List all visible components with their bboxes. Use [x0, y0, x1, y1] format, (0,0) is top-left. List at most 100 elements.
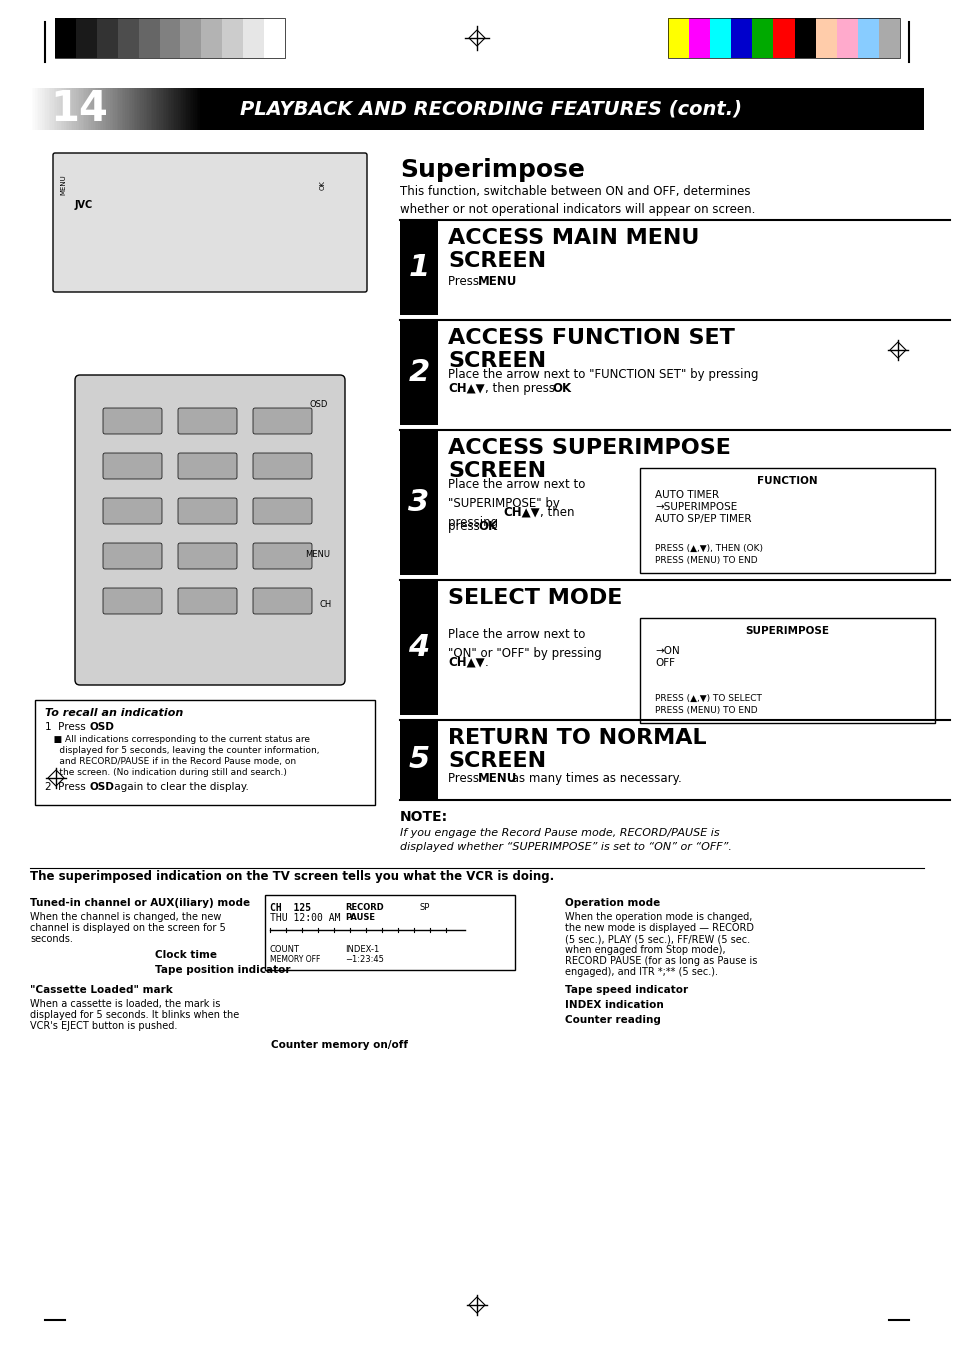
Bar: [112, 88, 113, 129]
Bar: [667, 18, 688, 58]
FancyBboxPatch shape: [178, 543, 236, 569]
Polygon shape: [469, 1297, 484, 1313]
Bar: [57, 88, 59, 129]
Bar: [108, 88, 111, 129]
Bar: [161, 88, 163, 129]
Text: PRESS (MENU) TO END: PRESS (MENU) TO END: [655, 706, 757, 714]
Bar: [64, 88, 66, 129]
Bar: [116, 88, 119, 129]
Bar: [94, 88, 96, 129]
Text: OK: OK: [319, 181, 326, 190]
Text: OSD: OSD: [310, 400, 328, 408]
Bar: [86, 88, 89, 129]
Text: ACCESS MAIN MENU
SCREEN: ACCESS MAIN MENU SCREEN: [448, 228, 699, 271]
Bar: [72, 88, 74, 129]
Bar: [142, 88, 144, 129]
Text: .: .: [494, 520, 497, 532]
Text: Counter reading: Counter reading: [564, 1015, 660, 1024]
FancyBboxPatch shape: [53, 154, 367, 293]
Bar: [110, 88, 112, 129]
Text: PAUSE: PAUSE: [345, 913, 375, 922]
Bar: [117, 18, 138, 58]
FancyBboxPatch shape: [253, 497, 312, 524]
Text: OK: OK: [552, 381, 571, 395]
Bar: [166, 88, 168, 129]
Text: →ON: →ON: [655, 646, 679, 656]
Bar: [35, 88, 37, 129]
Bar: [62, 88, 65, 129]
Text: ■ All indications corresponding to the current status are: ■ All indications corresponding to the c…: [45, 735, 310, 744]
Text: (5 sec.), PLAY (5 sec.), FF/REW (5 sec.: (5 sec.), PLAY (5 sec.), FF/REW (5 sec.: [564, 934, 749, 944]
Bar: [103, 88, 105, 129]
Bar: [91, 88, 93, 129]
Text: Tuned-in channel or AUX(iliary) mode: Tuned-in channel or AUX(iliary) mode: [30, 898, 250, 909]
Bar: [198, 88, 200, 129]
Bar: [35, 700, 375, 805]
Bar: [149, 88, 151, 129]
Text: press: press: [448, 520, 483, 532]
Bar: [144, 88, 146, 129]
Bar: [193, 88, 195, 129]
Text: displayed for 5 seconds, leaving the counter information,: displayed for 5 seconds, leaving the cou…: [45, 745, 319, 755]
Text: INDEX indication: INDEX indication: [564, 1000, 663, 1010]
Bar: [170, 88, 172, 129]
Text: displayed for 5 seconds. It blinks when the: displayed for 5 seconds. It blinks when …: [30, 1010, 239, 1020]
Bar: [131, 88, 132, 129]
Text: →SUPERIMPOSE: →SUPERIMPOSE: [655, 501, 737, 512]
Bar: [190, 88, 192, 129]
Text: ACCESS FUNCTION SET
SCREEN: ACCESS FUNCTION SET SCREEN: [448, 328, 734, 371]
Bar: [137, 88, 139, 129]
Text: −1:23:45: −1:23:45: [345, 954, 383, 964]
Text: CH▲▼: CH▲▼: [502, 506, 539, 519]
Bar: [639, 617, 934, 723]
Bar: [115, 88, 117, 129]
Text: FUNCTION: FUNCTION: [757, 476, 817, 487]
Text: CH▲▼: CH▲▼: [448, 381, 484, 395]
FancyBboxPatch shape: [75, 375, 345, 685]
Bar: [179, 88, 182, 129]
Text: When the operation mode is changed,: When the operation mode is changed,: [564, 913, 752, 922]
Bar: [71, 88, 73, 129]
Bar: [83, 88, 85, 129]
FancyBboxPatch shape: [103, 453, 162, 479]
Bar: [76, 18, 96, 58]
Bar: [192, 88, 193, 129]
Text: AUTO SP/EP TIMER: AUTO SP/EP TIMER: [655, 514, 751, 524]
Bar: [107, 88, 109, 129]
Text: If you engage the Record Pause mode, RECORD/PAUSE is
displayed whether “SUPERIMP: If you engage the Record Pause mode, REC…: [399, 828, 731, 852]
Bar: [59, 88, 61, 129]
FancyBboxPatch shape: [253, 588, 312, 613]
Bar: [200, 88, 923, 129]
Text: Tape position indicator: Tape position indicator: [154, 965, 291, 975]
Bar: [125, 88, 128, 129]
Bar: [47, 88, 50, 129]
Text: .: .: [484, 656, 488, 669]
Bar: [164, 88, 167, 129]
Text: SUPERIMPOSE: SUPERIMPOSE: [744, 625, 828, 636]
Text: PRESS (▲,▼) TO SELECT: PRESS (▲,▼) TO SELECT: [655, 694, 761, 704]
Bar: [794, 18, 815, 58]
Text: OK: OK: [477, 520, 497, 532]
Text: the screen. (No indication during still and search.): the screen. (No indication during still …: [45, 768, 287, 776]
Text: , then press: , then press: [484, 381, 558, 395]
Text: channel is displayed on the screen for 5: channel is displayed on the screen for 5: [30, 923, 226, 933]
Bar: [147, 88, 150, 129]
Bar: [878, 18, 899, 58]
Text: 5: 5: [408, 745, 429, 775]
Text: The superimposed indication on the TV screen tells you what the VCR is doing.: The superimposed indication on the TV sc…: [30, 869, 554, 883]
Bar: [79, 88, 81, 129]
Text: CH: CH: [319, 600, 332, 609]
Bar: [171, 88, 173, 129]
Polygon shape: [469, 30, 484, 46]
Text: "Cassette Loaded" mark: "Cassette Loaded" mark: [30, 985, 172, 995]
Bar: [132, 88, 134, 129]
Text: 2: 2: [408, 359, 429, 387]
Bar: [113, 88, 115, 129]
Bar: [40, 88, 42, 129]
Bar: [399, 580, 437, 714]
Bar: [688, 18, 709, 58]
Bar: [61, 88, 63, 129]
Text: engaged), and ITR *;** (5 sec.).: engaged), and ITR *;** (5 sec.).: [564, 967, 718, 977]
Bar: [90, 88, 91, 129]
Bar: [154, 88, 156, 129]
